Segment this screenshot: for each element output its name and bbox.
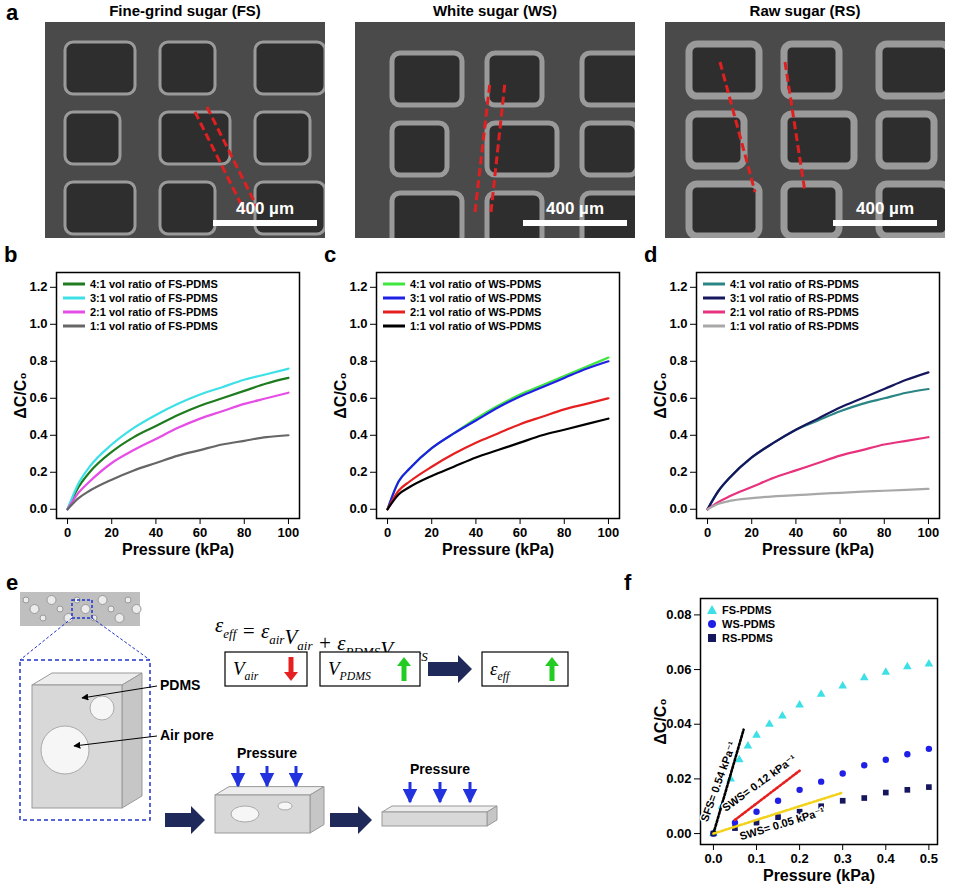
- svg-text:ΔC/C₀: ΔC/C₀: [652, 698, 669, 744]
- svg-text:80: 80: [237, 525, 251, 540]
- svg-text:Pressure (kPa): Pressure (kPa): [122, 541, 234, 558]
- html-text:4:1 vol ratio of FS-PDMS: 4:1 vol ratio of FS-PDMS: [90, 278, 218, 290]
- html-text:White sugar (WS): White sugar (WS): [432, 2, 558, 19]
- svg-text:0: 0: [64, 525, 71, 540]
- svg-text:1.2: 1.2: [349, 279, 367, 294]
- svg-text:0.3: 0.3: [834, 851, 852, 866]
- svg-text:Pressure: Pressure: [410, 761, 470, 777]
- html-text:1:1 vol ratio of RS-PDMS: 1:1 vol ratio of RS-PDMS: [730, 320, 859, 332]
- svg-text:0.2: 0.2: [29, 464, 47, 479]
- svg-text:0.0: 0.0: [669, 501, 687, 516]
- svg-text:1.2: 1.2: [669, 279, 687, 294]
- svg-text:Pressure (kPa): Pressure (kPa): [763, 867, 875, 884]
- svg-text:0.2: 0.2: [669, 464, 687, 479]
- html-text:εeff= εairVair+ εPDMSVPDMS: εeff= εairVair+ εPDMSVPDMS: [215, 613, 428, 665]
- svg-text:0.4: 0.4: [29, 427, 48, 442]
- html-text:3:1 vol ratio of FS-PDMS: 3:1 vol ratio of FS-PDMS: [90, 292, 218, 304]
- svg-text:60: 60: [513, 525, 527, 540]
- svg-text:0.4: 0.4: [349, 427, 368, 442]
- svg-text:40: 40: [469, 525, 483, 540]
- svg-text:0: 0: [704, 525, 711, 540]
- svg-text:60: 60: [193, 525, 207, 540]
- svg-text:40: 40: [149, 525, 163, 540]
- html-text:e: e: [6, 570, 19, 595]
- svg-text:Pressure: Pressure: [237, 745, 297, 761]
- svg-text:ΔC/C₀: ΔC/C₀: [652, 372, 669, 418]
- svg-text:20: 20: [744, 525, 758, 540]
- html-text:4:1 vol ratio of RS-PDMS: 4:1 vol ratio of RS-PDMS: [730, 278, 859, 290]
- html-text:2:1 vol ratio of WS-PDMS: 2:1 vol ratio of WS-PDMS: [410, 306, 542, 318]
- svg-text:40: 40: [789, 525, 803, 540]
- html-text:WS-PDMS: WS-PDMS: [722, 618, 776, 630]
- svg-text:400 µm: 400 µm: [546, 199, 604, 218]
- html-text:a: a: [6, 0, 19, 25]
- svg-text:100: 100: [278, 525, 300, 540]
- svg-text:400 µm: 400 µm: [856, 199, 914, 218]
- svg-text:0.0: 0.0: [349, 501, 367, 516]
- html-text:FS-PDMS: FS-PDMS: [722, 604, 772, 616]
- svg-text:0.8: 0.8: [349, 353, 367, 368]
- svg-text:Pressure (kPa): Pressure (kPa): [762, 541, 874, 558]
- svg-text:VPDMS: VPDMS: [328, 658, 371, 683]
- svg-text:0.02: 0.02: [666, 771, 691, 786]
- svg-text:100: 100: [918, 525, 940, 540]
- svg-text:0.6: 0.6: [669, 390, 687, 405]
- svg-text:0.00: 0.00: [666, 826, 691, 841]
- html-text:b: b: [4, 242, 18, 267]
- svg-text:100: 100: [598, 525, 620, 540]
- html-text:2:1 vol ratio of RS-PDMS: 2:1 vol ratio of RS-PDMS: [730, 306, 859, 318]
- svg-text:20: 20: [104, 525, 118, 540]
- svg-text:0.1: 0.1: [747, 851, 765, 866]
- svg-text:1.0: 1.0: [349, 316, 367, 331]
- svg-text:0.5: 0.5: [920, 851, 938, 866]
- svg-text:1.0: 1.0: [29, 316, 47, 331]
- svg-text:60: 60: [833, 525, 847, 540]
- svg-text:0.8: 0.8: [29, 353, 47, 368]
- html-text:3:1 vol ratio of RS-PDMS: 3:1 vol ratio of RS-PDMS: [730, 292, 859, 304]
- svg-text:ΔC/C₀: ΔC/C₀: [12, 372, 29, 418]
- html-text:3:1 vol ratio of WS-PDMS: 3:1 vol ratio of WS-PDMS: [410, 292, 542, 304]
- svg-text:0.6: 0.6: [29, 390, 47, 405]
- svg-text:400 µm: 400 µm: [236, 199, 294, 218]
- svg-text:Pressure (kPa): Pressure (kPa): [442, 541, 554, 558]
- svg-text:0.2: 0.2: [791, 851, 809, 866]
- svg-text:1.0: 1.0: [669, 316, 687, 331]
- svg-text:0.4: 0.4: [877, 851, 896, 866]
- svg-text:20: 20: [424, 525, 438, 540]
- svg-text:SWS= 0.05 kPa⁻¹: SWS= 0.05 kPa⁻¹: [738, 805, 826, 842]
- svg-text:0.06: 0.06: [666, 662, 691, 677]
- svg-text:1.2: 1.2: [29, 279, 47, 294]
- svg-text:Vair: Vair: [233, 658, 259, 683]
- svg-text:0.6: 0.6: [349, 390, 367, 405]
- html-text:Raw sugar (RS): Raw sugar (RS): [749, 2, 861, 19]
- svg-text:0: 0: [384, 525, 391, 540]
- svg-text:80: 80: [557, 525, 571, 540]
- html-text:c: c: [324, 242, 337, 267]
- html-text:d: d: [644, 242, 658, 267]
- svg-text:Air pore: Air pore: [160, 727, 214, 743]
- svg-text:ΔC/C₀: ΔC/C₀: [332, 372, 349, 418]
- html-text:f: f: [624, 570, 632, 595]
- svg-text:0.2: 0.2: [349, 464, 367, 479]
- svg-text:0.04: 0.04: [666, 716, 692, 731]
- svg-text:εeff: εeff: [490, 658, 511, 683]
- html-text:2:1 vol ratio of FS-PDMS: 2:1 vol ratio of FS-PDMS: [90, 306, 218, 318]
- svg-text:0.08: 0.08: [666, 607, 691, 622]
- html-text:Fine-grind sugar (FS): Fine-grind sugar (FS): [109, 2, 261, 19]
- html-text:1:1 vol ratio of WS-PDMS: 1:1 vol ratio of WS-PDMS: [410, 320, 542, 332]
- svg-text:0.4: 0.4: [669, 427, 688, 442]
- svg-text:0.0: 0.0: [29, 501, 47, 516]
- svg-text:0.8: 0.8: [669, 353, 687, 368]
- html-text:1:1 vol ratio of FS-PDMS: 1:1 vol ratio of FS-PDMS: [90, 320, 218, 332]
- svg-text:SWS= 0.12 kPa⁻¹: SWS= 0.12 kPa⁻¹: [720, 752, 799, 814]
- html-text:RS-PDMS: RS-PDMS: [722, 632, 773, 644]
- svg-text:SFS= 0.54 kPa⁻¹: SFS= 0.54 kPa⁻¹: [698, 739, 738, 823]
- html-text:4:1 vol ratio of WS-PDMS: 4:1 vol ratio of WS-PDMS: [410, 278, 542, 290]
- svg-text:80: 80: [877, 525, 891, 540]
- svg-text:PDMS: PDMS: [160, 677, 200, 693]
- svg-text:0.0: 0.0: [704, 851, 722, 866]
